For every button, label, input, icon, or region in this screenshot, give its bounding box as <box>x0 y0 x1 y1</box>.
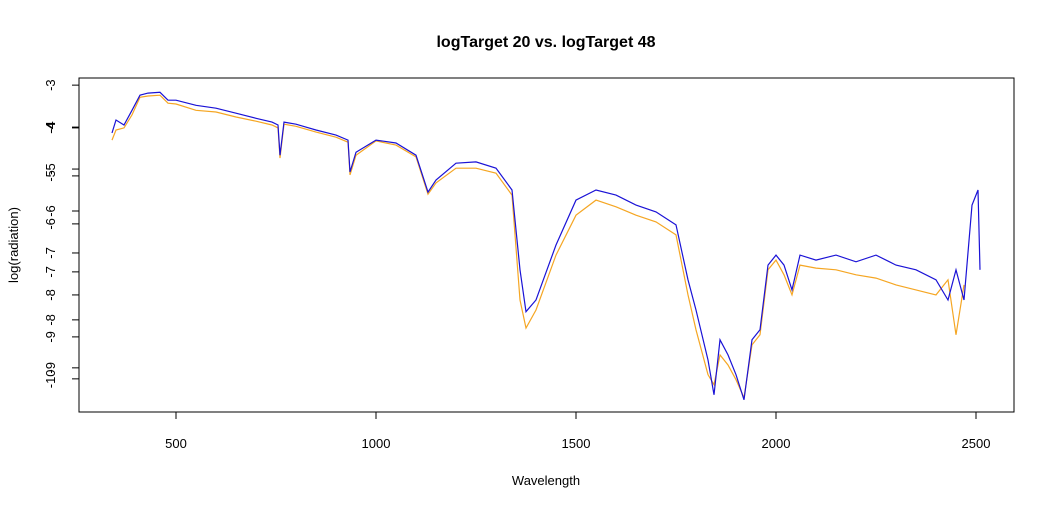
plot-frame <box>78 77 1015 413</box>
y-tick-label: -6 <box>43 205 58 217</box>
x-tick-label: 2500 <box>962 436 991 451</box>
y-tick-label: -7 <box>43 266 58 278</box>
y-axis-label: log(radiation) <box>6 207 21 283</box>
data-line <box>111 94 965 400</box>
y-tick-label: -4 <box>43 121 58 133</box>
y-tick-label: -6 <box>43 218 58 230</box>
y-tick-label: -5 <box>43 163 58 175</box>
x-tick-label: 1000 <box>362 436 391 451</box>
y-tick-label: -9 <box>43 362 58 374</box>
y-tick-label: -5 <box>43 170 58 182</box>
x-tick-label: 500 <box>165 436 187 451</box>
y-tick-label: -4 <box>43 122 58 134</box>
x-tick-label: 2000 <box>762 436 791 451</box>
y-tick-label: -8 <box>43 314 58 326</box>
y-tick-label: -3 <box>43 79 58 91</box>
chart-title: logTarget 20 vs. logTarget 48 <box>436 34 655 51</box>
y-tick-label: -10 <box>43 369 58 388</box>
y-tick-label: -8 <box>43 289 58 301</box>
x-axis-label: Wavelength <box>512 473 580 488</box>
y-tick-label: -9 <box>43 331 58 343</box>
y-tick-label: -7 <box>43 247 58 259</box>
x-tick-label: 1500 <box>562 436 591 451</box>
data-line <box>111 91 981 400</box>
